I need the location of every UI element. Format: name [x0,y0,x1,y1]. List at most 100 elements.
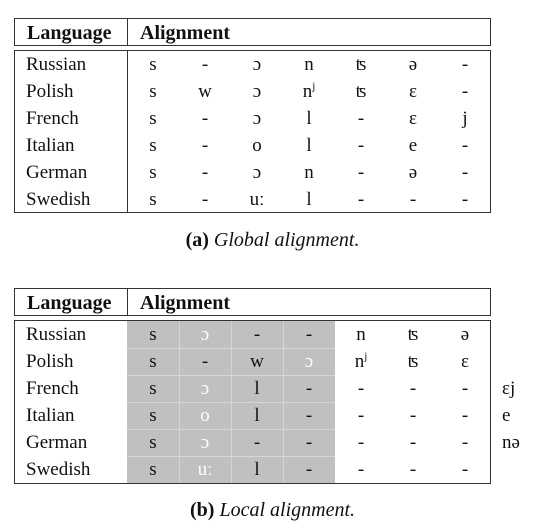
alignment-cell: s [149,189,157,210]
header-divider [127,19,128,45]
alignment-cell: - [461,405,469,426]
alignment-cell: s [149,324,157,345]
alignment-cell: ɛ [409,108,417,129]
alignment-cell: uː [249,189,265,210]
caption-a-text: Global alignment. [213,229,360,251]
extra-column-divider [490,321,491,483]
alignment-cell: l [254,459,260,480]
header-divider [127,289,128,315]
alignment-cell: - [253,324,261,345]
alignment-cell: s [149,432,157,453]
alignment-header: Alignment [140,292,230,314]
alignment-cell: - [253,432,261,453]
row-language: French [26,108,79,129]
alignment-cell: nj [354,350,368,372]
alignment-cell: w [250,351,264,372]
alignment-cell: l [306,189,312,210]
alignment-cell: - [305,324,313,345]
language-header: Language [27,292,112,314]
alignment-cell: - [409,432,417,453]
alignment-cell: ʦ [355,54,367,75]
shade-grid-line [127,429,335,430]
alignment-cell: - [461,378,469,399]
alignment-cell: s [149,351,157,372]
alignment-cell: - [357,378,365,399]
alignment-cell: j [462,108,468,129]
table-local-alignment: Language Alignment Russian s ɔ - - n ʦ ə Polish s… [14,288,520,484]
unaligned-remainder: nə [502,432,520,453]
alignment-cell: n [304,54,314,75]
alignment-cell: - [461,189,469,210]
row-language: Swedish [26,189,91,210]
alignment-cell: - [461,81,469,102]
alignment-cell: ɔ [252,54,262,75]
alignment-cell: - [461,54,469,75]
alignment-cell: s [149,405,157,426]
caption-b-label: (b) [190,499,215,521]
alignment-cell: - [201,135,209,156]
alignment-cell: - [201,108,209,129]
alignment-cell: s [149,54,157,75]
row-language: German [26,432,88,453]
alignment-cell: n [356,324,366,345]
caption-a-label: (a) [185,229,209,251]
shade-grid-line [127,375,335,376]
row-language: Italian [26,405,75,426]
shade-grid-line [127,402,335,403]
row-language: Polish [26,81,74,102]
alignment-cell: ʦ [355,81,367,102]
alignment-cell: - [461,459,469,480]
alignment-cell: n [304,162,314,183]
alignment-cell: - [409,378,417,399]
alignment-cell: l [254,378,260,399]
alignment-cell: s [149,459,157,480]
table-header: Language Alignment [14,18,491,46]
alignment-cell: - [201,351,209,372]
alignment-cell: - [357,459,365,480]
shade-grid-line [127,348,335,349]
row-language: Italian [26,135,75,156]
alignment-cell: - [305,405,313,426]
alignment-cell: - [461,432,469,453]
alignment-cell: ɔ [200,432,210,453]
alignment-cell: - [357,135,365,156]
alignment-cell: ɔ [252,162,262,183]
caption-b-text: Local alignment. [219,499,355,521]
shade-grid-line [127,456,335,457]
row-language: German [26,162,88,183]
table-global-alignment: Language Alignment Russian s - ɔ n ʦ ə - Polish s… [14,18,491,213]
unaligned-remainder: ɛj [502,378,516,399]
alignment-cell: s [149,108,157,129]
caption-b: (b) Local alignment. [0,499,545,522]
alignment-cell: ɔ [200,324,210,345]
alignment-cell: l [254,405,260,426]
alignment-cell: - [305,432,313,453]
alignment-cell: - [357,432,365,453]
alignment-cell: ʦ [407,351,419,372]
alignment-cell: o [252,135,262,156]
alignment-cell: s [149,81,157,102]
alignment-cell: o [200,405,210,426]
alignment-cell: uː [197,459,213,480]
alignment-cell: - [409,189,417,210]
alignment-cell: ɔ [304,351,314,372]
table-header: Language Alignment [14,288,491,316]
alignment-cell: l [306,135,312,156]
language-header: Language [27,22,112,44]
alignment-cell: - [461,135,469,156]
alignment-cell: s [149,378,157,399]
alignment-cell: - [305,459,313,480]
alignment-cell: - [305,378,313,399]
alignment-cell: ɔ [252,108,262,129]
alignment-cell: ɛ [409,81,417,102]
table-body [14,50,491,213]
alignment-cell: s [149,162,157,183]
alignment-cell: - [357,189,365,210]
row-language: Polish [26,351,74,372]
alignment-cell: l [306,108,312,129]
alignment-cell: s [149,135,157,156]
alignment-cell: - [357,162,365,183]
unaligned-remainder: e [502,405,511,426]
alignment-cell: - [357,405,365,426]
alignment-cell: w [198,81,212,102]
